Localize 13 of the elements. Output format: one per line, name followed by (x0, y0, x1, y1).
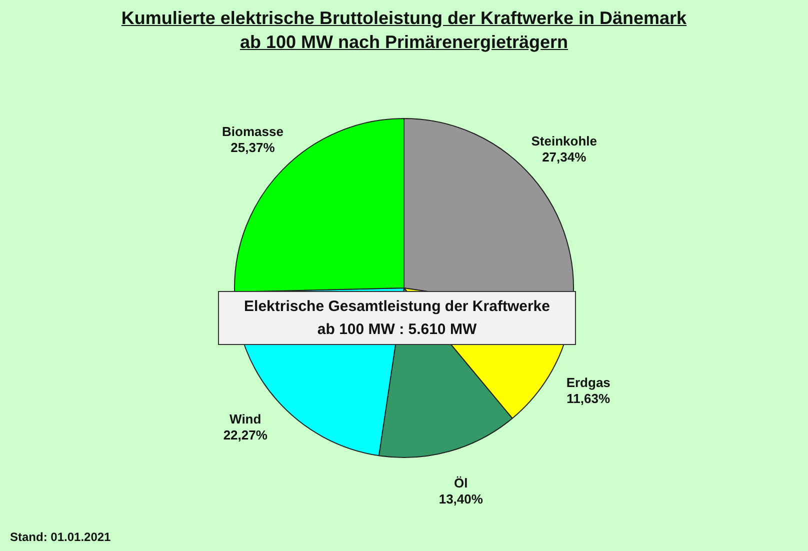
chart-title: Kumulierte elektrische Bruttoleistung der Kraftwerke in Dänemark ab 100 MW nach Primärenergieträgern (120, 7, 688, 54)
data-label: 22,27% (223, 427, 268, 442)
data-label: 11,63% (566, 391, 610, 406)
slice-label: Wind (230, 411, 262, 426)
callout-box: Elektrische Gesamtleistung der Kraftwerke ab 100 MW : 5.610 MW (218, 291, 576, 345)
text: Stand: 01.01.2021 (10, 530, 111, 544)
slice-label: Steinkohle (531, 133, 597, 148)
data-label: 13,40% (438, 491, 484, 506)
slice-label: Biomasse (222, 124, 284, 139)
data-label: 25,37% (230, 140, 276, 155)
slice-label: Erdgas (566, 375, 610, 390)
data-label: 27,34% (542, 149, 587, 164)
slice-label: Öl (454, 475, 468, 490)
